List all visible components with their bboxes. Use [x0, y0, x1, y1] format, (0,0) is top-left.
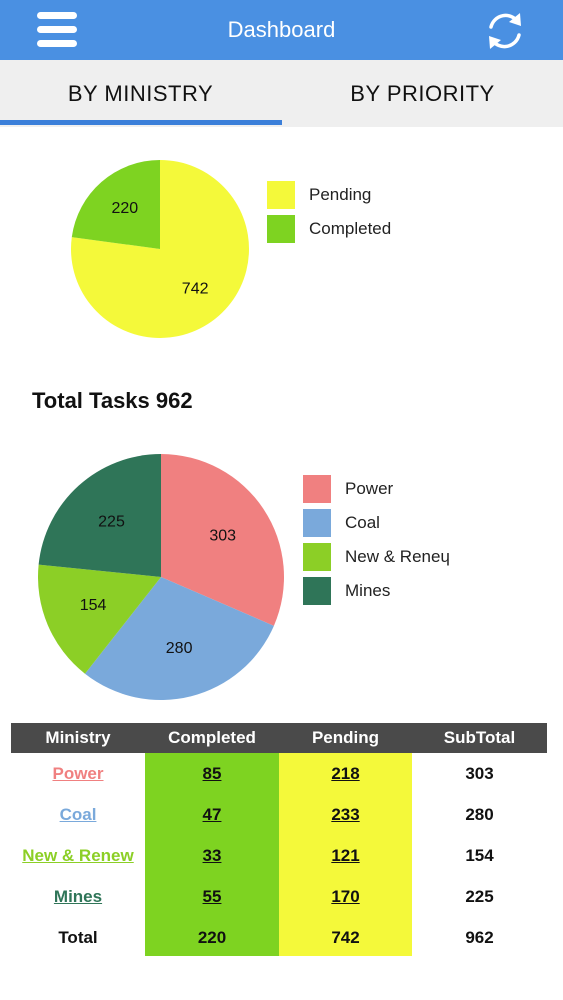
table-row: Power 85 218 303	[11, 753, 547, 794]
legend-label-power: Power	[345, 479, 394, 498]
completed-link-new-renew[interactable]: 33	[202, 846, 222, 865]
pie-value-completed: 220	[111, 200, 138, 217]
pie-slice-power	[161, 454, 284, 626]
tab-by-ministry[interactable]: BY MINISTRY	[67, 81, 214, 106]
page-title: Dashboard	[227, 17, 336, 42]
total-pending: 742	[331, 928, 360, 947]
completed-link-coal[interactable]: 47	[202, 805, 222, 824]
header-subtotal: SubTotal	[443, 728, 516, 747]
header-completed: Completed	[168, 728, 256, 747]
table-row: Coal 47 233 280	[11, 794, 547, 835]
table-header: Ministry Completed Pending SubTotal	[11, 723, 547, 753]
legend-swatch-new-renew	[303, 543, 331, 571]
completed-link-mines[interactable]: 55	[202, 887, 222, 906]
table-total-row: Total 220 742 962	[11, 917, 547, 958]
legend-swatch-coal	[303, 509, 331, 537]
legend-label-mines: Mines	[345, 581, 391, 600]
ministry-link-power[interactable]: Power	[52, 764, 104, 783]
pie-value-mines: 225	[98, 513, 125, 530]
status-pie-chart: 742 220	[71, 160, 249, 338]
ministry-link-new-renew[interactable]: New & Renew	[22, 846, 134, 865]
completed-column-bg	[145, 753, 279, 956]
legend-label-pending: Pending	[309, 185, 372, 204]
pie-value-power: 303	[209, 528, 236, 545]
total-label: Total	[58, 928, 98, 947]
app-header: Dashboard	[0, 0, 563, 60]
pending-link-new-renew[interactable]: 121	[331, 846, 360, 865]
header-pending: Pending	[311, 728, 380, 747]
pie-value-new-renew: 154	[80, 597, 107, 614]
completed-link-power[interactable]: 85	[202, 764, 222, 783]
pie-slice-coal	[84, 577, 274, 700]
legend-label-new-renew: New & Reneɥ	[345, 547, 449, 566]
legend-swatch-completed	[267, 215, 295, 243]
pie-slice-completed	[71, 160, 160, 249]
subtotal-new-renew: 154	[465, 846, 494, 865]
pie-value-pending: 742	[182, 280, 209, 297]
tab-bar: BY MINISTRY BY PRIORITY	[0, 60, 563, 127]
pending-link-mines[interactable]: 170	[331, 887, 360, 906]
subtotal-mines: 225	[465, 887, 494, 906]
subtotal-coal: 280	[465, 805, 494, 824]
total-tasks-title: Total Tasks 962	[32, 388, 193, 413]
header-ministry: Ministry	[45, 728, 111, 747]
active-tab-indicator	[0, 120, 282, 125]
legend-swatch-mines	[303, 577, 331, 605]
legend-swatch-pending	[267, 181, 295, 209]
pie-value-coal: 280	[166, 640, 193, 657]
pie-slice-mines	[38, 454, 162, 577]
pending-column-bg	[279, 753, 412, 956]
legend-label-completed: Completed	[309, 219, 392, 238]
ministry-link-mines[interactable]: Mines	[53, 887, 103, 906]
ministry-pie-chart: 303 280 154 225	[38, 454, 284, 700]
total-subtotal: 962	[465, 928, 494, 947]
table-row: New & Renew 33 121 154	[11, 835, 547, 876]
legend-item-new-renew: New & Reneɥ	[303, 543, 449, 573]
legend-swatch-power	[303, 475, 331, 503]
ministry-link-coal[interactable]: Coal	[59, 805, 97, 824]
pie-slice-new-renew	[38, 564, 161, 674]
total-completed: 220	[197, 928, 227, 947]
legend-label-coal: Coal	[345, 513, 380, 532]
refresh-icon[interactable]	[484, 10, 526, 52]
table-row: Mines 55 170 225	[11, 876, 547, 917]
subtotal-power: 303	[465, 764, 494, 783]
hamburger-menu-icon[interactable]	[37, 12, 77, 48]
pending-link-coal[interactable]: 233	[331, 805, 360, 824]
pending-link-power[interactable]: 218	[331, 764, 360, 783]
tab-by-priority[interactable]: BY PRIORITY	[350, 81, 495, 106]
